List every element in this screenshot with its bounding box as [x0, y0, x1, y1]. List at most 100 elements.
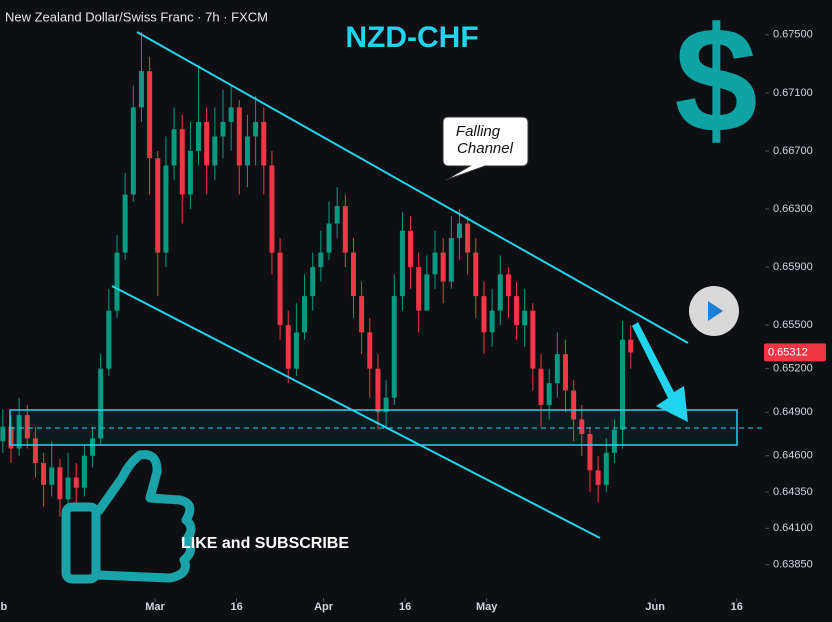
y-tick-label: 0.64900 — [773, 406, 813, 418]
candle-body — [399, 230, 405, 297]
candle-body — [489, 310, 495, 333]
candle-body — [391, 296, 397, 398]
chart-title: New Zealand Dollar/Swiss Franc · 7h · FX… — [5, 9, 268, 24]
candle-body — [220, 121, 226, 137]
x-tick-label: Mar — [145, 601, 165, 613]
candle-body — [138, 71, 144, 108]
candle-body — [595, 470, 601, 485]
x-tick-label: 16 — [230, 601, 242, 613]
arrow-down — [632, 322, 688, 422]
candle-body — [505, 274, 511, 297]
candle-body — [579, 419, 585, 434]
y-tick-label: 0.67100 — [773, 87, 813, 99]
candle-body — [587, 433, 593, 471]
candle-body — [196, 121, 202, 151]
candle-body — [155, 158, 161, 253]
candle-body — [359, 296, 365, 333]
callout-line: Channel — [457, 140, 514, 157]
candle-body — [326, 223, 332, 253]
axis-background — [765, 0, 832, 622]
candle-body — [350, 252, 356, 297]
y-tick-label: 0.64600 — [773, 450, 813, 462]
candle-body — [179, 129, 185, 195]
y-tick-label: 0.65900 — [773, 261, 813, 273]
candle-body — [334, 206, 340, 224]
candle-body — [212, 136, 218, 166]
y-tick-label: 0.65500 — [773, 319, 813, 331]
play-icon — [708, 301, 723, 321]
callout-line: Falling — [456, 123, 501, 140]
y-tick-label: 0.66300 — [773, 203, 813, 215]
candle-body — [163, 165, 169, 253]
candle-body — [122, 194, 128, 253]
candle-body — [302, 296, 308, 333]
y-tick-label: 0.64350 — [773, 486, 813, 498]
candle-body — [236, 107, 242, 166]
currency-sign: $ — [674, 0, 757, 164]
thumbs-up-icon — [61, 450, 196, 584]
candle-body — [424, 274, 430, 311]
candle-body — [24, 415, 30, 439]
last-price-box — [764, 343, 826, 362]
axis-background — [0, 598, 765, 622]
channel-lower — [111, 285, 601, 539]
y-tick-label: 0.66700 — [773, 145, 813, 157]
x-tick-label: Apr — [314, 601, 334, 613]
symbol-heading: NZD-CHF — [345, 21, 478, 54]
candle-body — [310, 267, 316, 297]
last-price-label: 0.65312 — [768, 346, 808, 358]
channel-upper — [136, 31, 689, 344]
candle-body — [448, 238, 454, 282]
candle-body — [8, 426, 14, 449]
candle-body — [318, 252, 324, 268]
candle-body — [408, 230, 414, 268]
candle-body — [269, 165, 275, 253]
x-tick-label: 16 — [731, 601, 743, 613]
candle-body — [244, 136, 250, 166]
candle-body — [628, 339, 634, 353]
callout-bubble — [442, 116, 529, 181]
y-tick-label: 0.64100 — [773, 522, 813, 534]
candle-body — [285, 325, 291, 369]
y-tick-label: 0.63850 — [773, 559, 813, 571]
candle-body — [204, 121, 210, 166]
candle-body — [16, 415, 22, 449]
candle-body — [277, 252, 283, 326]
candle-body — [342, 206, 348, 253]
candle-body — [253, 121, 259, 137]
callout: Falling Channel — [442, 116, 529, 181]
candle-body — [367, 332, 373, 369]
y-tick-label: 0.67500 — [773, 29, 813, 41]
candle-body — [571, 390, 577, 420]
candle-body — [497, 274, 503, 311]
x-tick-label: May — [476, 601, 498, 613]
candle-body — [538, 368, 544, 405]
candles — [0, 31, 634, 517]
candle-body — [114, 252, 120, 311]
candle-body — [603, 452, 609, 485]
candle-body — [456, 223, 462, 239]
candle-body — [375, 368, 381, 413]
candle-body — [73, 477, 79, 488]
candle-body — [514, 296, 520, 326]
candle-body — [32, 438, 38, 464]
candle-body — [383, 397, 389, 413]
candle-body — [546, 383, 552, 405]
candle-body — [81, 455, 87, 488]
x-tick-label: 16 — [399, 601, 411, 613]
candle-body — [562, 354, 568, 391]
candle-body — [41, 463, 47, 485]
candle-body — [57, 467, 63, 500]
candle-body — [465, 223, 471, 253]
candle-body — [130, 107, 136, 195]
candle-body — [530, 310, 536, 369]
candle-body — [473, 252, 479, 297]
candle-body — [106, 310, 112, 369]
candle-body — [554, 354, 560, 384]
candle-body — [611, 429, 617, 453]
candle-body — [228, 107, 234, 122]
candle-body — [171, 129, 177, 166]
